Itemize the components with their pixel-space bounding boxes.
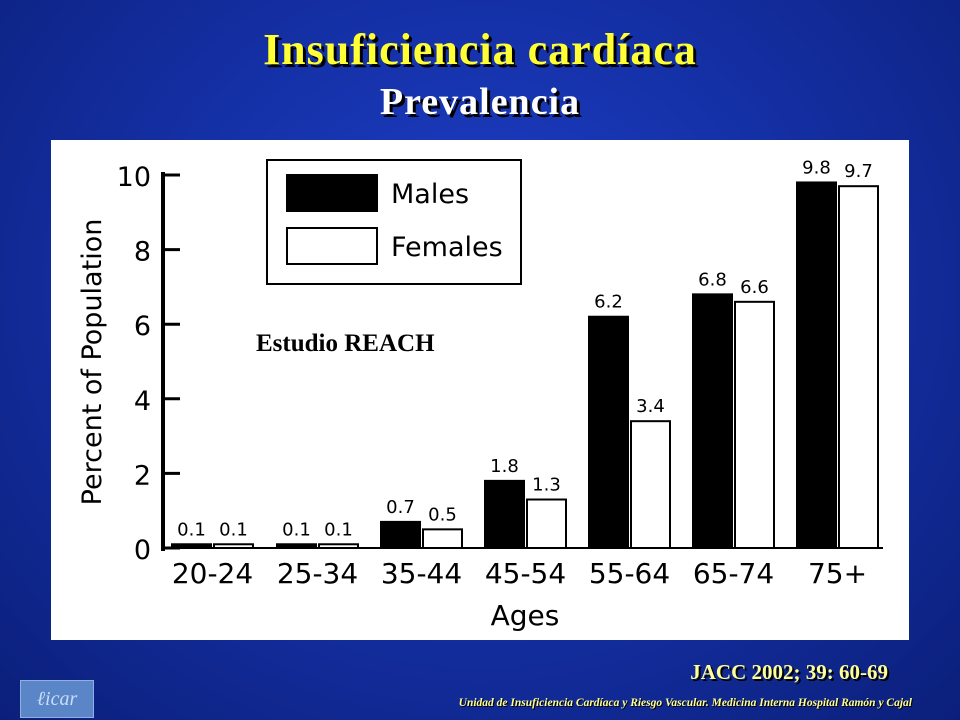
legend-swatch-females [286, 227, 378, 265]
x-tick-label: 20-24 [172, 557, 253, 590]
icar-logo: ℓicar [20, 680, 94, 718]
data-label: 1.3 [532, 475, 561, 496]
bar-chart: 0 2 4 6 8 10 Percent of Population Ages 20-24 25… [77, 157, 883, 632]
bar-males [276, 543, 317, 549]
x-tick-label: 65-74 [693, 557, 774, 590]
data-label: 6.8 [698, 269, 727, 290]
chart-annotation: Estudio REACH [256, 330, 435, 357]
bar-females [734, 300, 775, 549]
bar-females [838, 185, 879, 549]
data-label: 9.8 [802, 157, 831, 178]
y-tick-label: 6 [134, 311, 151, 342]
x-tick-label: 35-44 [381, 557, 462, 590]
data-label: 9.7 [844, 161, 873, 182]
logo-text: ℓicar [36, 687, 78, 710]
data-label: 6.6 [740, 277, 769, 298]
data-label: 0.7 [386, 497, 415, 518]
data-label: 0.1 [282, 519, 311, 540]
y-axis-title: Percent of Population [77, 219, 108, 506]
data-label: 6.2 [594, 292, 623, 313]
x-tick-label: 25-34 [277, 557, 358, 590]
data-label: 3.4 [636, 396, 665, 417]
legend-swatch-males [286, 174, 378, 212]
data-label: 1.8 [490, 456, 519, 477]
legend-label: Males [391, 179, 469, 210]
y-tick-label: 8 [134, 237, 151, 268]
bar-females [630, 420, 671, 549]
x-tick-label: 45-54 [485, 557, 566, 590]
citation: JACC 2002; 39: 60-69 [690, 660, 888, 684]
legend-label: Females [391, 232, 503, 263]
chart-panel: 0 2 4 6 8 10 Percent of Population Ages 20-24 25… [51, 140, 909, 640]
data-label: 0.5 [428, 504, 457, 525]
bar-males [588, 315, 629, 549]
bar-females [213, 543, 254, 549]
footer-text: Unidad de Insuficiencia Cardíaca y Riesg… [458, 697, 912, 709]
bar-females [526, 498, 567, 550]
bar-females [422, 528, 463, 550]
bar-males [692, 293, 733, 549]
y-tick-label: 4 [134, 386, 151, 417]
y-tick-label: 10 [117, 162, 151, 193]
bar-males [484, 479, 525, 549]
slide-subtitle: Prevalencia [379, 81, 581, 123]
bar-males [380, 520, 421, 550]
x-tick-label: 75+ [808, 557, 867, 590]
x-axis-title: Ages [491, 599, 560, 632]
data-label: 0.1 [177, 519, 206, 540]
y-tick-label: 2 [134, 460, 151, 491]
data-label: 0.1 [219, 519, 248, 540]
data-label: 0.1 [324, 519, 353, 540]
slide-title: Insuficiencia cardíaca [263, 25, 697, 74]
bar-males [171, 543, 212, 549]
bar-females [318, 543, 359, 549]
x-tick-label: 55-64 [589, 557, 670, 590]
y-tick-label: 0 [134, 535, 151, 566]
bar-males [796, 181, 837, 550]
